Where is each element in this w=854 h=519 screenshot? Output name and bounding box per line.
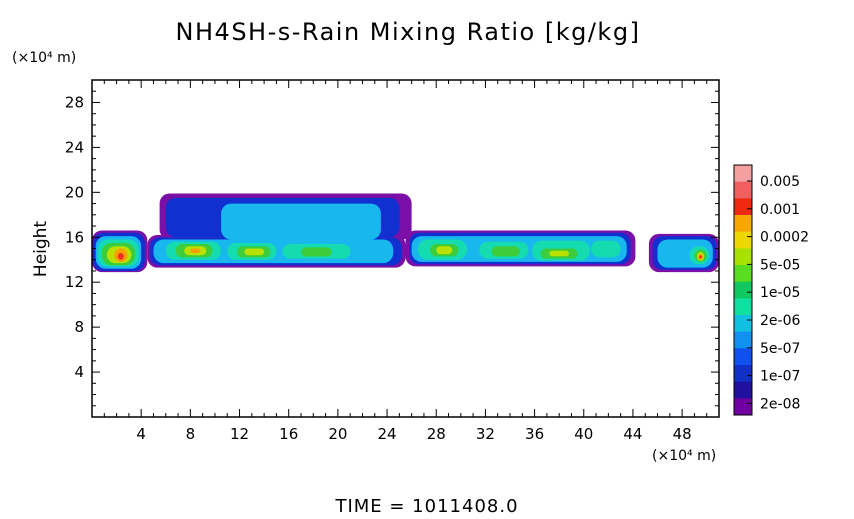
y-tick-label: 24 xyxy=(65,138,84,156)
colorbar-swatch xyxy=(734,348,752,366)
x-tick-label: 32 xyxy=(476,425,495,443)
x-tick-label: 20 xyxy=(328,425,347,443)
colorbar-swatch xyxy=(734,248,752,266)
colorbar-swatch xyxy=(734,165,752,183)
field-region-2-2 xyxy=(221,203,381,240)
field-region-5-2 xyxy=(244,248,265,256)
colorbar-label: 0.0002 xyxy=(760,230,809,246)
x-unit-label: (×10⁴ m) xyxy=(652,448,716,464)
y-axis-label: Height xyxy=(31,221,51,278)
colorbar-label: 5e-07 xyxy=(760,341,800,357)
colorbar-swatch xyxy=(734,381,752,399)
field-region-3-7 xyxy=(591,240,621,258)
y-unit-label: (×10⁴ m) xyxy=(12,50,76,66)
field-region-4-3 xyxy=(301,247,332,257)
field-region-7-1 xyxy=(699,255,702,259)
y-axis: 4 8 12 16 20 24 28 xyxy=(65,90,719,407)
y-tick-label: 4 xyxy=(74,363,84,381)
x-tick-label: 40 xyxy=(574,425,593,443)
colorbar-label: 2e-08 xyxy=(760,396,800,412)
x-tick-label: 4 xyxy=(136,425,146,443)
y-tick-label: 28 xyxy=(65,93,84,111)
time-label: TIME = 1011408.0 xyxy=(334,496,518,517)
colorbar-label: 1e-07 xyxy=(760,369,800,385)
colorbar-label: 5e-05 xyxy=(760,257,800,273)
chart-title: NH4SH-s-Rain Mixing Ratio [kg/kg] xyxy=(176,18,641,46)
colorbar-swatch xyxy=(734,265,752,283)
field-region-6-1 xyxy=(190,248,201,253)
colorbar-frame xyxy=(733,164,753,416)
colorbar-swatch xyxy=(734,181,752,199)
x-axis: 4 8 12 16 20 24 28 32 36 40 44 48 xyxy=(103,80,708,443)
colorbar-swatch xyxy=(734,398,752,416)
colorbar-swatch xyxy=(734,315,752,333)
colorbar-label: 2e-06 xyxy=(760,313,800,329)
colorbar-swatch xyxy=(734,198,752,216)
colorbar-swatch xyxy=(734,331,752,349)
colorbar-swatch xyxy=(734,365,752,383)
field-region-4-5 xyxy=(491,246,520,257)
x-tick-label: 48 xyxy=(673,425,692,443)
x-tick-label: 44 xyxy=(623,425,642,443)
field-region-7-0 xyxy=(117,253,124,260)
x-tick-label: 8 xyxy=(186,425,196,443)
colorbar-label: 1e-05 xyxy=(760,285,800,301)
colorbar-label: 0.005 xyxy=(760,174,800,190)
heatmap-field xyxy=(92,193,719,273)
x-tick-label: 24 xyxy=(378,425,397,443)
colorbar-swatch xyxy=(734,231,752,249)
field-region-5-3 xyxy=(436,246,453,255)
y-tick-label: 12 xyxy=(65,273,84,291)
x-tick-label: 12 xyxy=(230,425,249,443)
x-tick-label: 16 xyxy=(279,425,298,443)
y-tick-label: 8 xyxy=(74,318,84,336)
colorbar-swatch xyxy=(734,215,752,233)
colorbar-swatch xyxy=(734,281,752,299)
x-tick-label: 28 xyxy=(427,425,446,443)
colorbar: 0.005 0.001 0.0002 5e-05 1e-05 2e-06 5e-07 1e-0… xyxy=(733,164,809,416)
colorbar-label: 0.001 xyxy=(760,202,800,218)
x-tick-label: 36 xyxy=(525,425,544,443)
y-tick-label: 16 xyxy=(65,228,84,246)
colorbar-swatch xyxy=(734,298,752,316)
y-tick-label: 20 xyxy=(65,183,84,201)
field-region-5-4 xyxy=(549,250,569,257)
